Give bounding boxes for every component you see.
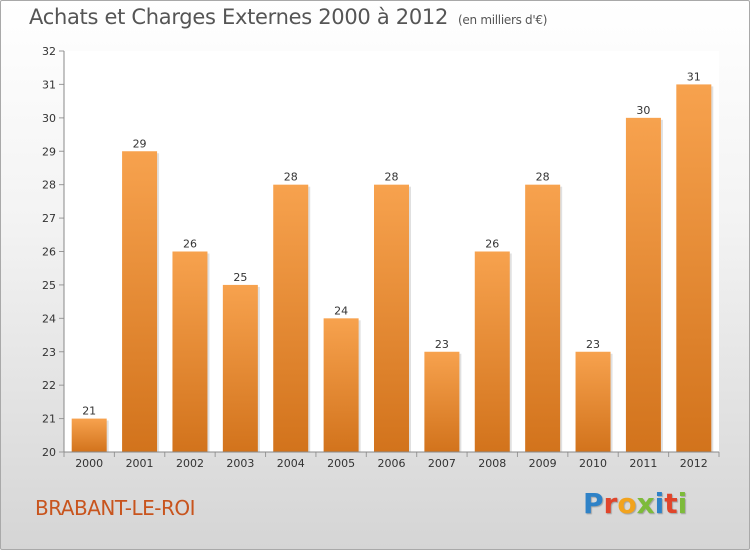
y-tick-label: 24 — [42, 312, 56, 325]
bar-value-label: 21 — [82, 405, 96, 418]
y-tick-label: 25 — [42, 279, 56, 292]
x-tick-label: 2004 — [277, 457, 305, 470]
y-tick-label: 27 — [42, 212, 56, 225]
bar — [676, 84, 712, 453]
logo-letter: i — [654, 487, 665, 520]
x-tick-label: 2000 — [75, 457, 103, 470]
bar — [222, 284, 258, 452]
x-tick-label: 2005 — [327, 457, 355, 470]
bar-value-label: 24 — [334, 304, 348, 317]
y-tick-label: 22 — [42, 379, 56, 392]
bar — [474, 251, 510, 452]
y-tick-label: 32 — [42, 45, 56, 58]
place-name: BRABANT-LE-ROI — [35, 496, 195, 520]
bar — [575, 351, 611, 452]
title-text: Achats et Charges Externes 2000 à 2012 — [29, 5, 449, 29]
x-tick-label: 2006 — [378, 457, 406, 470]
logo-letter: t — [664, 487, 678, 520]
y-tick-label: 26 — [42, 246, 56, 259]
bar-value-label: 28 — [536, 171, 550, 184]
bar-value-label: 30 — [636, 104, 650, 117]
x-tick-label: 2010 — [579, 457, 607, 470]
bar — [273, 184, 309, 452]
x-tick-label: 2001 — [126, 457, 154, 470]
title-unit: (en milliers d'€) — [458, 13, 548, 27]
bar-value-label: 26 — [485, 238, 499, 251]
y-tick-label: 20 — [42, 446, 56, 459]
bar-value-label: 28 — [284, 171, 298, 184]
y-tick-label: 21 — [42, 413, 56, 426]
chart-title: Achats et Charges Externes 2000 à 2012 (e… — [29, 5, 547, 29]
bar — [625, 117, 661, 452]
bar — [323, 318, 359, 452]
bar — [71, 418, 107, 452]
logo-letter: r — [603, 487, 618, 520]
bar-value-label: 23 — [586, 338, 600, 351]
proxiti-logo: Proxiti — [583, 487, 687, 520]
x-tick-label: 2012 — [680, 457, 708, 470]
x-tick-label: 2009 — [529, 457, 557, 470]
bar — [525, 184, 561, 452]
x-tick-label: 2003 — [226, 457, 254, 470]
logo-letter: P — [583, 487, 604, 520]
bar-value-label: 28 — [385, 171, 399, 184]
bar-value-label: 26 — [183, 238, 197, 251]
bar-value-label: 25 — [233, 271, 247, 284]
bar — [374, 184, 409, 452]
y-tick-label: 28 — [42, 179, 56, 192]
y-tick-label: 29 — [42, 145, 56, 158]
bar — [424, 351, 460, 452]
bar — [172, 251, 208, 452]
x-tick-label: 2007 — [428, 457, 456, 470]
y-tick-label: 31 — [42, 78, 56, 91]
bar-value-label: 29 — [133, 137, 147, 150]
y-tick-label: 30 — [42, 112, 56, 125]
y-tick-label: 23 — [42, 346, 56, 359]
x-tick-label: 2011 — [629, 457, 657, 470]
bar-value-label: 31 — [687, 70, 701, 83]
logo-letter: i — [677, 487, 688, 520]
logo-letter: x — [636, 487, 655, 520]
bar-value-label: 23 — [435, 338, 449, 351]
bar — [122, 151, 158, 452]
x-tick-label: 2008 — [478, 457, 506, 470]
logo-letter: o — [617, 487, 637, 520]
x-tick-label: 2002 — [176, 457, 204, 470]
